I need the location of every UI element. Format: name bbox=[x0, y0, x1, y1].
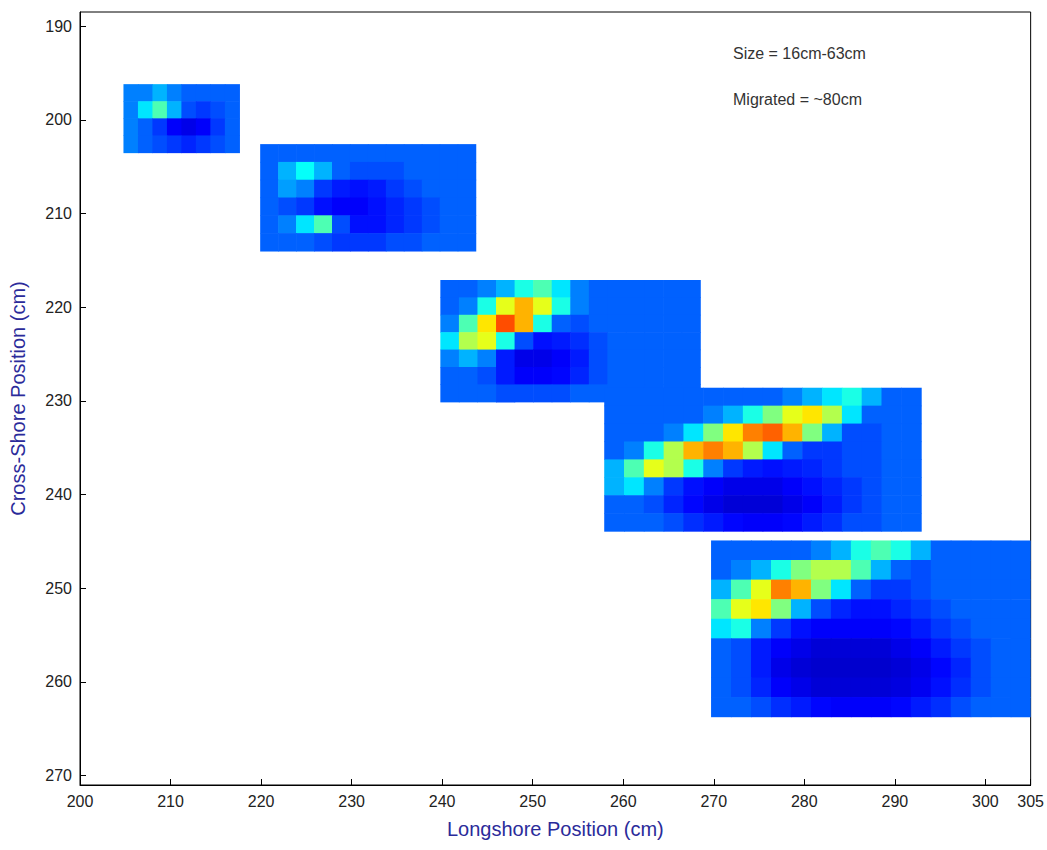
svg-text:Size = 16cm-63cm: Size = 16cm-63cm bbox=[733, 45, 866, 62]
svg-text:240: 240 bbox=[45, 486, 72, 503]
svg-text:190: 190 bbox=[45, 18, 72, 35]
svg-text:Cross-Shore Position (cm): Cross-Shore Position (cm) bbox=[7, 281, 29, 516]
svg-text:220: 220 bbox=[248, 793, 275, 810]
svg-text:210: 210 bbox=[45, 205, 72, 222]
svg-text:230: 230 bbox=[45, 392, 72, 409]
svg-text:240: 240 bbox=[429, 793, 456, 810]
svg-text:250: 250 bbox=[45, 580, 72, 597]
svg-text:Longshore Position (cm): Longshore Position (cm) bbox=[447, 818, 664, 840]
svg-text:260: 260 bbox=[45, 673, 72, 690]
svg-text:270: 270 bbox=[45, 767, 72, 784]
svg-text:220: 220 bbox=[45, 299, 72, 316]
svg-text:280: 280 bbox=[791, 793, 818, 810]
svg-text:210: 210 bbox=[157, 793, 184, 810]
svg-text:Migrated = ~80cm: Migrated = ~80cm bbox=[733, 91, 862, 108]
svg-text:200: 200 bbox=[45, 111, 72, 128]
svg-text:305: 305 bbox=[1017, 793, 1044, 810]
svg-text:300: 300 bbox=[972, 793, 999, 810]
svg-text:270: 270 bbox=[700, 793, 727, 810]
svg-text:250: 250 bbox=[519, 793, 546, 810]
svg-text:230: 230 bbox=[338, 793, 365, 810]
svg-text:290: 290 bbox=[881, 793, 908, 810]
svg-text:260: 260 bbox=[610, 793, 637, 810]
svg-text:200: 200 bbox=[67, 793, 94, 810]
